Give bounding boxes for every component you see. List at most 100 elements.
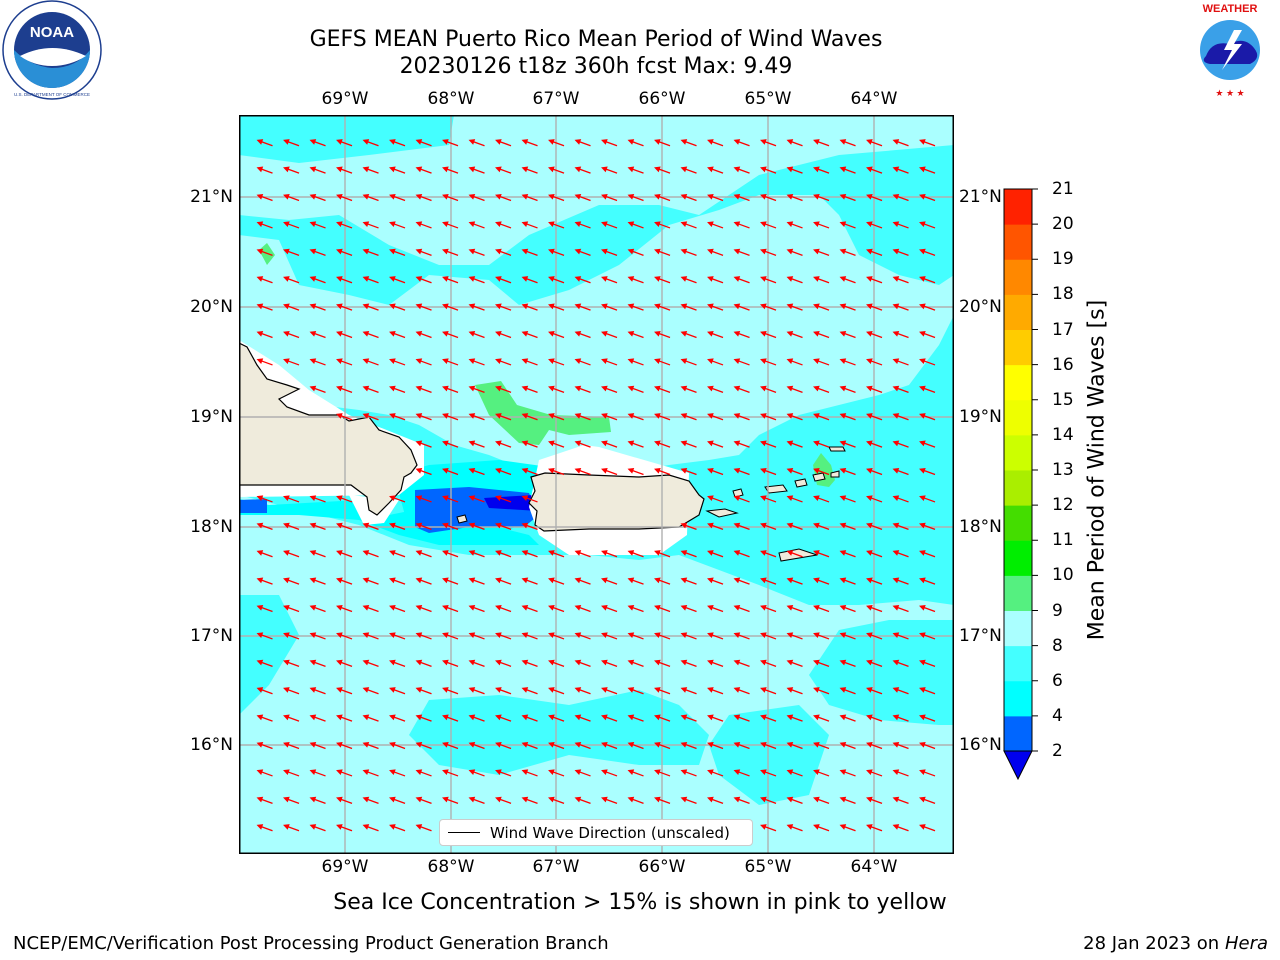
chart-title: GEFS MEAN Puerto Rico Mean Period of Win…: [309, 27, 883, 52]
wind-wave-arrow: [707, 495, 724, 503]
wind-wave-arrow: [627, 276, 644, 284]
wind-wave-arrow: [283, 522, 300, 530]
wind-wave-arrow: [336, 824, 353, 832]
wind-wave-arrow: [919, 467, 936, 476]
wind-wave-arrow: [468, 303, 485, 311]
wind-wave-arrow: [574, 166, 591, 174]
wind-wave-arrow: [760, 248, 777, 256]
wind-wave-arrow: [336, 330, 353, 339]
colorbar-segment: [1004, 224, 1032, 260]
colorbar-segment: [1004, 399, 1032, 436]
wind-wave-arrow: [786, 276, 803, 284]
wind-wave-arrow: [601, 440, 618, 448]
wind-wave-arrow: [256, 495, 273, 503]
wind-wave-arrow: [468, 522, 485, 530]
wind-wave-arrow: [548, 248, 565, 256]
colorbar-tick-label: 13: [1052, 460, 1074, 480]
wind-wave-arrow: [336, 714, 353, 722]
wind-wave-arrow: [680, 330, 697, 339]
wind-wave-arrow: [839, 385, 856, 393]
wind-wave-arrow: [680, 303, 697, 311]
wind-wave-arrow: [760, 495, 777, 503]
wind-wave-arrow: [760, 741, 777, 750]
wind-wave-arrow: [495, 632, 512, 640]
wind-wave-arrow: [654, 550, 671, 558]
wind-wave-arrow: [256, 166, 273, 174]
wind-wave-arrow: [786, 330, 803, 339]
wind-wave-arrow: [627, 139, 644, 147]
wind-wave-arrow: [707, 193, 724, 202]
wind-wave-arrow: [336, 139, 353, 147]
wind-wave-arrow: [892, 550, 909, 558]
wind-wave-arrow: [389, 550, 406, 558]
wind-wave-arrow: [362, 687, 379, 695]
wind-wave-arrow: [548, 769, 565, 777]
wind-wave-arrow: [256, 248, 273, 256]
lat-label-left-20n: 20°N: [190, 297, 233, 317]
wind-wave-arrow: [574, 385, 591, 393]
wind-wave-arrow: [442, 248, 459, 256]
wind-wave-arrow: [574, 413, 591, 421]
wind-wave-arrow: [839, 659, 856, 667]
wind-wave-arrow: [415, 495, 432, 503]
wind-wave-arrow: [495, 193, 512, 202]
wind-wave-arrow: [866, 166, 883, 174]
wind-wave-arrow: [283, 796, 300, 804]
wind-wave-arrow: [521, 276, 538, 284]
wind-wave-arrow: [495, 796, 512, 804]
wind-wave-arrow: [654, 659, 671, 667]
wind-wave-arrow: [415, 824, 432, 832]
wind-wave-arrow: [574, 604, 591, 613]
wind-wave-arrow: [813, 248, 830, 256]
wind-wave-arrow: [892, 440, 909, 448]
wind-wave-arrow: [336, 522, 353, 530]
wind-wave-arrow: [336, 221, 353, 229]
colorbar-tick-label: 6: [1052, 670, 1063, 691]
wind-wave-arrow: [601, 193, 618, 202]
wind-wave-arrow: [707, 413, 724, 421]
wind-wave-arrow: [707, 276, 724, 284]
wind-wave-arrow: [283, 193, 300, 202]
wind-wave-arrow: [654, 632, 671, 640]
wind-wave-arrow: [601, 139, 618, 147]
wind-wave-arrow: [283, 769, 300, 777]
wind-wave-arrow: [839, 495, 856, 503]
wind-wave-arrow: [707, 604, 724, 613]
wind-wave-arrow: [892, 522, 909, 530]
wind-wave-arrow: [521, 659, 538, 667]
wind-wave-arrow: [813, 193, 830, 202]
wind-wave-arrow: [415, 796, 432, 804]
wind-wave-arrow: [760, 796, 777, 804]
wind-wave-arrow: [574, 358, 591, 366]
wind-wave-arrow: [839, 276, 856, 284]
wind-wave-arrow: [601, 604, 618, 613]
wind-wave-arrow: [256, 769, 273, 777]
wind-wave-arrow: [707, 522, 724, 530]
wind-wave-arrow: [415, 522, 432, 530]
wind-wave-arrow: [813, 413, 830, 421]
wind-wave-arrow: [521, 550, 538, 558]
wind-wave-arrow: [680, 276, 697, 284]
wind-wave-arrow: [680, 632, 697, 640]
wind-wave-arrow: [495, 248, 512, 256]
wind-wave-arrow: [283, 824, 300, 832]
wind-wave-arrow: [866, 741, 883, 750]
wind-wave-arrow: [919, 276, 936, 284]
wind-wave-arrow: [415, 604, 432, 613]
wind-wave-arrow: [707, 221, 724, 229]
wind-wave-arrow: [389, 769, 406, 777]
wind-wave-arrow: [680, 221, 697, 229]
wind-wave-arrow: [389, 796, 406, 804]
wind-wave-arrow: [256, 604, 273, 613]
colorbar-segment: [1004, 680, 1032, 717]
wind-wave-arrow: [256, 741, 273, 750]
wind-wave-arrow: [866, 632, 883, 640]
wind-wave-arrow: [839, 166, 856, 174]
wind-wave-arrow: [760, 440, 777, 448]
wind-wave-arrow: [760, 413, 777, 421]
wind-wave-arrow: [839, 796, 856, 804]
wind-wave-arrow: [680, 796, 697, 804]
nws-logo: WEATHER ★ ★ ★: [1183, 3, 1277, 98]
colorbar-segment: [1004, 715, 1032, 752]
colorbar-segment: [1004, 259, 1032, 295]
